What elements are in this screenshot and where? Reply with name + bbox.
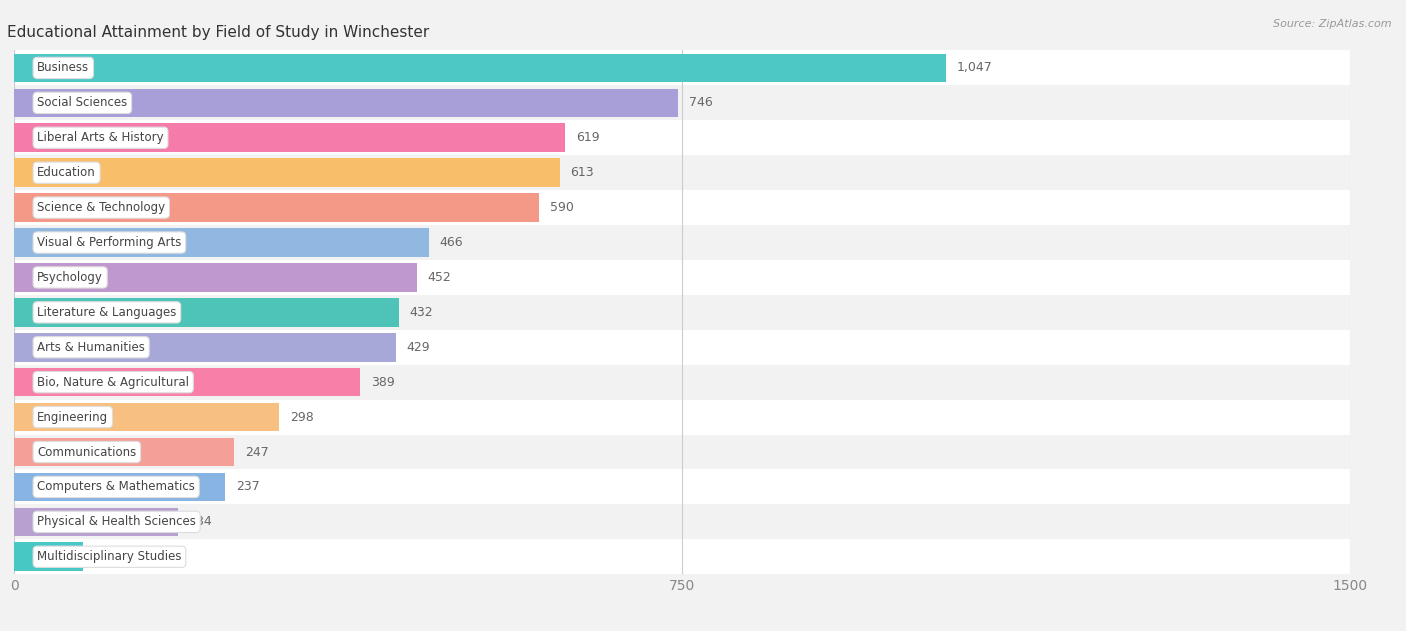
- Bar: [14, 438, 233, 466]
- Text: 184: 184: [188, 516, 212, 528]
- Text: 237: 237: [236, 480, 260, 493]
- Text: Bio, Nature & Agricultural: Bio, Nature & Agricultural: [37, 375, 190, 389]
- Bar: [14, 333, 396, 362]
- Bar: [14, 85, 1350, 121]
- Text: Visual & Performing Arts: Visual & Performing Arts: [37, 236, 181, 249]
- Text: Education: Education: [37, 166, 96, 179]
- Text: 389: 389: [371, 375, 395, 389]
- Text: Physical & Health Sciences: Physical & Health Sciences: [37, 516, 195, 528]
- Bar: [14, 121, 1350, 155]
- Bar: [14, 540, 1350, 574]
- Text: 1,047: 1,047: [957, 61, 993, 74]
- Text: Science & Technology: Science & Technology: [37, 201, 166, 214]
- Bar: [14, 260, 1350, 295]
- Bar: [14, 295, 1350, 330]
- Bar: [14, 330, 1350, 365]
- Text: Arts & Humanities: Arts & Humanities: [37, 341, 145, 354]
- Text: 452: 452: [427, 271, 451, 284]
- Bar: [14, 473, 225, 501]
- Bar: [14, 88, 678, 117]
- Text: Liberal Arts & History: Liberal Arts & History: [37, 131, 165, 144]
- Text: Literature & Languages: Literature & Languages: [37, 306, 177, 319]
- Text: Computers & Mathematics: Computers & Mathematics: [37, 480, 195, 493]
- Text: Psychology: Psychology: [37, 271, 103, 284]
- Bar: [14, 507, 179, 536]
- Text: Engineering: Engineering: [37, 411, 108, 423]
- Text: 590: 590: [550, 201, 574, 214]
- Bar: [14, 124, 565, 152]
- Bar: [14, 504, 1350, 540]
- Text: 247: 247: [245, 445, 269, 459]
- Bar: [14, 158, 560, 187]
- Text: 613: 613: [571, 166, 595, 179]
- Bar: [14, 190, 1350, 225]
- Bar: [14, 228, 429, 257]
- Text: Business: Business: [37, 61, 90, 74]
- Bar: [14, 50, 1350, 85]
- Bar: [14, 435, 1350, 469]
- Text: Educational Attainment by Field of Study in Winchester: Educational Attainment by Field of Study…: [7, 25, 430, 40]
- Bar: [14, 263, 416, 292]
- Bar: [14, 368, 360, 396]
- Bar: [14, 543, 83, 571]
- Text: Multidisciplinary Studies: Multidisciplinary Studies: [37, 550, 181, 563]
- Bar: [14, 403, 280, 432]
- Bar: [14, 225, 1350, 260]
- Bar: [14, 365, 1350, 399]
- Bar: [14, 469, 1350, 504]
- Bar: [14, 399, 1350, 435]
- Text: 619: 619: [576, 131, 599, 144]
- Text: Social Sciences: Social Sciences: [37, 97, 128, 109]
- Text: 432: 432: [409, 306, 433, 319]
- Text: 746: 746: [689, 97, 713, 109]
- Bar: [14, 54, 946, 82]
- Bar: [14, 193, 540, 222]
- Text: 429: 429: [406, 341, 430, 354]
- Text: 466: 466: [440, 236, 464, 249]
- Text: 298: 298: [290, 411, 314, 423]
- Text: Communications: Communications: [37, 445, 136, 459]
- Bar: [14, 298, 399, 327]
- Text: Source: ZipAtlas.com: Source: ZipAtlas.com: [1274, 19, 1392, 29]
- Bar: [14, 155, 1350, 190]
- Text: 77: 77: [93, 550, 110, 563]
